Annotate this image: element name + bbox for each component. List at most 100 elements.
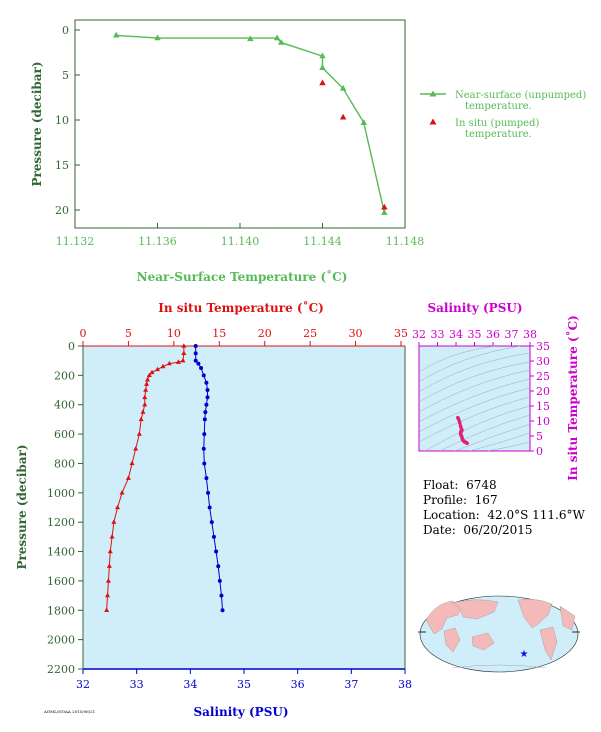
ts-temperature-tick-label: 0 (536, 445, 543, 458)
x-tick-label: 11.144 (303, 235, 342, 248)
pressure-axis-label: Pressure (decibar) (15, 444, 29, 569)
salinity-point (220, 608, 225, 613)
salinity-point (196, 361, 201, 366)
density-contour (424, 405, 530, 451)
date-value: 06/20/2015 (463, 523, 533, 537)
ts-salinity-tick-label: 37 (505, 328, 519, 341)
pressure-ticks: 0 200 400 600 800 1000 1200 1400 1600 1800 2000 220… (47, 340, 83, 676)
density-contour (419, 346, 521, 383)
map-land (451, 664, 547, 669)
near-surface-point (381, 209, 388, 215)
ts-point (458, 424, 463, 429)
salinity-point (193, 344, 198, 348)
y-tick-label: 10 (55, 114, 69, 127)
near-surface-point (247, 35, 254, 42)
in-situ-point (381, 203, 388, 210)
legend-marker-near-surface (429, 90, 437, 97)
y-tick-label: 0 (62, 24, 69, 37)
temperature-point (181, 343, 187, 348)
ts-profile (456, 415, 469, 446)
temperature-point (149, 369, 155, 375)
date-row: Date: 06/20/2015 (423, 523, 585, 538)
temperature-point (125, 475, 131, 480)
ts-temperature-tick-label: 30 (536, 355, 550, 368)
profile-chart: 0 5 10 15 20 25 30 35 32 33 34 35 36 37 38 0 200 400 600… (15, 300, 412, 719)
temperature-point (142, 394, 148, 400)
near-surface-point (319, 52, 326, 59)
temperature-point (111, 519, 117, 524)
pressure-tick-label: 1000 (47, 487, 75, 500)
ts-temperature-tick-label: 20 (536, 385, 550, 398)
y-tick-label: 15 (55, 159, 69, 172)
temperature-point (181, 350, 187, 356)
salinity-tick-label: 37 (344, 678, 358, 691)
temperature-point (142, 401, 148, 407)
density-contour (439, 414, 530, 451)
footer-credit: AOML/NOAA 2015/06/21 (44, 709, 96, 714)
salinity-tick-label: 35 (237, 678, 251, 691)
ts-point (465, 441, 469, 446)
temperature-tick-label: 15 (212, 327, 226, 340)
pressure-tick-label: 2000 (47, 634, 75, 647)
location-value: 42.0°S 111.6°W (487, 508, 585, 522)
legend-near-surface-line2: temperature. (465, 101, 532, 112)
salinity-tick-label: 38 (398, 678, 412, 691)
pressure-tick-label: 1400 (47, 546, 75, 559)
temperature-tick-label: 5 (125, 327, 132, 340)
ts-salinity-label: Salinity (PSU) (427, 301, 522, 315)
salinity-point (203, 410, 208, 415)
salinity-point (206, 490, 211, 495)
pressure-tick-label: 1600 (47, 575, 75, 588)
pressure-tick-label: 1200 (47, 516, 75, 529)
near-surface-legend: Near-surface (unpumped) temperature. In … (420, 90, 589, 140)
salinity-ticks: 32 33 34 35 36 37 38 (76, 669, 412, 691)
pressure-tick-label: 200 (54, 369, 75, 382)
density-contour (419, 387, 530, 433)
ts-salinity-tick-label: 38 (523, 328, 537, 341)
pressure-tick-label: 400 (54, 399, 75, 412)
salinity-tick-label: 32 (76, 678, 90, 691)
temperature-point (166, 360, 172, 366)
temperature-tick-label: 35 (394, 327, 408, 340)
ts-temperature-tick-label: 5 (536, 430, 543, 443)
ts-temperature-tick-label: 10 (536, 415, 550, 428)
temperature-point (144, 381, 150, 386)
ts-temperature-tick-label: 25 (536, 370, 550, 383)
density-contour (419, 396, 530, 443)
near-surface-point (278, 39, 285, 45)
temperature-point (175, 359, 181, 364)
legend-in-situ-line1: In situ (pumped) (455, 118, 539, 129)
ts-salinity-tick-label: 36 (486, 328, 500, 341)
legend-marker-in-situ (429, 118, 437, 125)
near-surface-point (360, 119, 367, 125)
near-surface-series (113, 31, 388, 215)
legend-near-surface: Near-surface (unpumped) temperature. (455, 90, 589, 112)
salinity-point (219, 593, 224, 598)
temperature-point (140, 409, 146, 414)
ts-temperature-label: In situ Temperature (˚C) (565, 315, 580, 481)
temperature-point (144, 376, 151, 382)
ts-temperature-tick-label: 35 (536, 340, 550, 353)
temperature-point (107, 548, 113, 554)
ts-plot-area (418, 345, 531, 452)
temperature-point (129, 460, 135, 466)
profile-row: Profile: 167 (423, 493, 585, 508)
salinity-point (202, 417, 207, 422)
float-location-marker: ★ (520, 649, 529, 660)
temperature-tick-label: 10 (167, 327, 181, 340)
salinity-point (201, 446, 206, 451)
ts-salinity-ticks: 32 33 34 35 36 37 38 (412, 328, 537, 346)
salinity-point (207, 505, 212, 510)
density-contours (419, 346, 530, 451)
temperature-tick-label: 0 (80, 327, 87, 340)
salinity-point (204, 402, 209, 407)
salinity-point (202, 461, 207, 466)
profile-plot-area (83, 346, 405, 669)
x-tick-label: 11.136 (138, 235, 177, 248)
salinity-profile (193, 344, 225, 613)
near-surface-point (319, 64, 326, 70)
density-contour (419, 378, 530, 423)
ts-temperature-ticks: 0 5 10 15 20 25 30 35 (530, 340, 550, 458)
float-id-value: 6748 (466, 478, 497, 492)
